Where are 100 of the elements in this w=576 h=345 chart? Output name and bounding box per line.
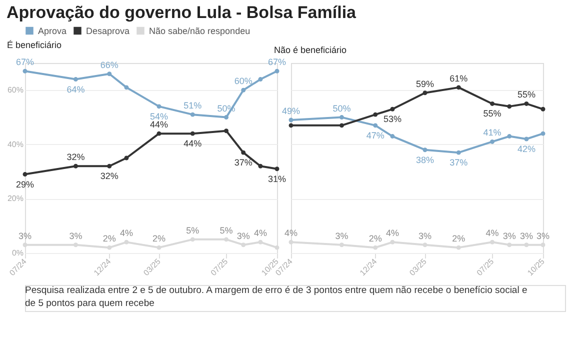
point — [507, 104, 512, 109]
point — [490, 240, 495, 244]
point — [22, 68, 28, 74]
data-label: 3% — [69, 230, 82, 241]
data-label: 64% — [66, 84, 85, 94]
point — [456, 85, 461, 90]
data-label: 5% — [220, 225, 233, 236]
data-label: 4% — [284, 228, 298, 238]
data-label: 41% — [483, 128, 502, 138]
data-label: 42% — [517, 144, 536, 154]
point — [22, 172, 28, 177]
data-label: 66% — [100, 60, 118, 70]
data-label: 3% — [18, 230, 32, 241]
point — [258, 77, 263, 82]
point — [190, 112, 195, 117]
data-label: 2% — [368, 234, 382, 244]
legend-label: Não sabe/não respondeu — [149, 26, 250, 36]
data-label: 2% — [102, 234, 116, 244]
point — [456, 245, 461, 250]
point — [507, 242, 512, 248]
data-label: 3% — [520, 230, 533, 241]
data-label: 53% — [383, 114, 402, 124]
data-label: 2% — [452, 234, 466, 244]
point — [73, 164, 78, 168]
data-label: 29% — [16, 179, 34, 190]
point — [456, 150, 461, 155]
point — [490, 101, 495, 106]
point — [288, 240, 294, 244]
data-label: 61% — [450, 73, 468, 84]
point — [524, 101, 529, 106]
point — [124, 85, 129, 90]
point — [524, 242, 529, 248]
data-label: 31% — [268, 174, 286, 184]
data-label: 38% — [416, 154, 434, 165]
point — [540, 131, 546, 136]
data-label: 37% — [450, 158, 468, 168]
point — [540, 106, 546, 112]
data-label: 59% — [416, 78, 434, 89]
point — [288, 123, 294, 128]
data-label: 3% — [236, 230, 250, 241]
data-label: 3% — [536, 230, 550, 241]
y-tick-label: 0% — [12, 248, 24, 258]
point — [339, 123, 344, 128]
point — [258, 164, 263, 168]
point — [190, 237, 195, 242]
y-tick-label: 20% — [7, 194, 24, 204]
point — [224, 115, 229, 120]
data-label: 49% — [282, 106, 300, 116]
data-label: 60% — [234, 76, 252, 86]
point — [422, 242, 428, 248]
point — [373, 245, 378, 250]
point — [339, 242, 344, 248]
chart-title: Aprovação do governo Lula - Bolsa Família — [6, 3, 357, 22]
data-label: 4% — [120, 228, 133, 238]
point — [274, 245, 280, 250]
point — [390, 240, 395, 244]
data-label: 67% — [16, 57, 34, 68]
chart-subtitle: Não é beneficiário — [274, 45, 347, 55]
point — [241, 150, 246, 155]
data-label: 5% — [186, 225, 200, 236]
data-label: 50% — [332, 103, 351, 114]
point — [22, 242, 28, 248]
legend-label: Aprova — [38, 26, 67, 36]
data-label: 44% — [150, 120, 168, 130]
point — [274, 68, 280, 74]
data-label: 32% — [100, 171, 118, 182]
point — [422, 148, 428, 152]
point — [274, 166, 280, 172]
point — [390, 106, 395, 112]
point — [107, 164, 112, 168]
point — [288, 118, 294, 122]
point — [373, 112, 378, 117]
data-label: 51% — [184, 100, 202, 111]
point — [241, 242, 246, 248]
data-label: 44% — [184, 138, 202, 149]
data-label: 47% — [366, 130, 384, 140]
point — [124, 156, 129, 160]
data-label: 37% — [234, 158, 252, 168]
data-label: 3% — [335, 230, 348, 241]
data-label: 4% — [254, 228, 267, 238]
point — [190, 131, 195, 136]
point — [156, 104, 162, 109]
point — [224, 128, 229, 134]
point — [373, 123, 378, 128]
data-label: 3% — [502, 230, 516, 241]
point — [540, 242, 546, 248]
text: Pesquisa realizada entre 2 e 5 de outubro. A margem de erro é de 3 pontos entre quem não recebe o benefício social e de 5 pontos para quem recebe — [25, 285, 528, 309]
y-tick-label: 40% — [7, 140, 24, 149]
point — [73, 242, 78, 248]
point — [258, 240, 263, 244]
chart-subtitle: É beneficiário — [6, 40, 62, 50]
point — [73, 77, 78, 82]
point — [339, 115, 344, 120]
legend-label: Desaprova — [86, 26, 130, 36]
point — [241, 88, 246, 92]
point — [490, 139, 495, 144]
point — [156, 245, 162, 250]
data-label: 2% — [152, 234, 166, 244]
data-label: 67% — [268, 57, 286, 68]
data-label: 32% — [66, 152, 85, 162]
